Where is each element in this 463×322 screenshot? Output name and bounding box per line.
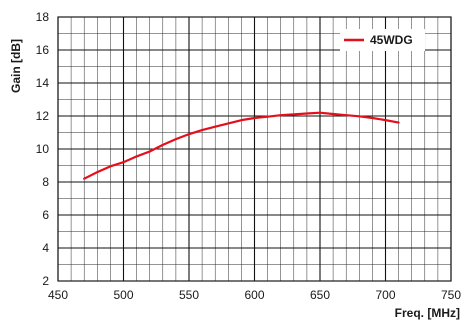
x-tick-labels: 450 500 550 600 650 700 750 [48,288,461,302]
x-axis-title: Freq. [MHz] [395,306,460,320]
x-tick-label: 700 [375,288,395,302]
y-tick-label: 18 [36,10,50,24]
y-tick-label: 8 [42,175,49,189]
y-tick-label: 14 [36,76,50,90]
y-tick-labels: 2 4 6 8 10 12 14 16 18 [36,10,50,288]
plot-frame [57,16,452,282]
major-gridlines [57,16,452,282]
x-tick-label: 500 [113,288,133,302]
y-tick-label: 16 [36,43,50,57]
y-tick-label: 10 [36,142,50,156]
y-tick-label: 6 [42,208,49,222]
x-tick-label: 750 [441,288,461,302]
y-tick-label: 12 [36,109,50,123]
x-tick-label: 650 [310,288,330,302]
legend: 45WDG [340,29,425,51]
legend-background [340,29,425,51]
x-tick-label: 600 [244,288,264,302]
series-line-45wdg [83,111,400,180]
y-tick-label: 2 [42,274,49,288]
y-axis-title: Gain [dB] [9,39,23,93]
y-tick-label: 4 [42,241,49,255]
x-tick-label: 550 [179,288,199,302]
legend-label-45wdg: 45WDG [370,33,413,47]
x-tick-label: 450 [48,288,68,302]
